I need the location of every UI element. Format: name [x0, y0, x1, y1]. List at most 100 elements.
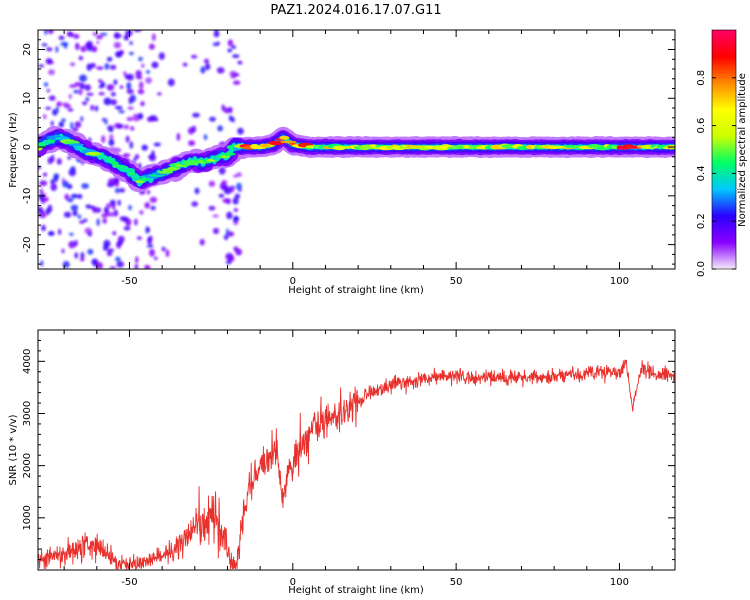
noise-blob: [48, 69, 55, 76]
noise-blob: [109, 134, 114, 140]
noise-blob: [73, 89, 80, 94]
noise-blob: [108, 138, 115, 147]
noise-blob: [46, 47, 53, 52]
noise-blob: [106, 84, 115, 91]
noise-blob: [126, 82, 132, 90]
snr-frame: [37, 329, 676, 571]
noise-blob: [80, 45, 87, 53]
noise-blob: [98, 92, 105, 96]
spectrogram-x-tick-label: 0: [290, 276, 296, 287]
noise-blob: [74, 121, 82, 128]
noise-blob: [42, 114, 47, 120]
noise-blob: [106, 56, 113, 62]
noise-blob: [125, 218, 132, 227]
noise-blob: [110, 99, 117, 106]
noise-blob: [61, 118, 66, 123]
noise-blob: [85, 42, 92, 48]
noise-blob: [38, 64, 45, 68]
snr-x-axis-label: Height of straight line (km): [288, 585, 424, 596]
noise-blob: [128, 97, 134, 102]
noise-blob: [119, 85, 124, 89]
snr-axes: -50 0 50 100 1000 2000 3000 4000: [22, 329, 675, 588]
noise-blob: [104, 63, 110, 70]
noise-blob: [114, 31, 119, 40]
noise-blob: [86, 92, 94, 96]
noise-blob: [123, 124, 129, 130]
noise-blob: [85, 204, 92, 209]
noise-blob: [138, 81, 144, 89]
noise-blob: [231, 45, 236, 49]
noise-blob: [56, 158, 62, 165]
noise-blob: [70, 121, 74, 130]
noise-blob: [194, 187, 200, 195]
noise-blob: [92, 32, 98, 36]
noise-blob: [79, 74, 87, 82]
noise-blob: [90, 104, 95, 111]
noise-blob: [137, 88, 145, 95]
noise-blob: [236, 182, 242, 191]
noise-blob: [48, 30, 54, 35]
spectrogram-axes: -50 0 50 100 -20 -10 0 10 20: [22, 29, 675, 287]
noise-blob: [77, 214, 82, 219]
colorbar-tick-label: 0.8: [696, 70, 707, 86]
ridge-peak: [128, 172, 135, 176]
ridge-peak: [47, 139, 55, 143]
colorbar-tick-label: 0.6: [696, 118, 707, 134]
noise-blob: [204, 63, 211, 71]
noise-blob: [124, 74, 131, 79]
noise-blob: [208, 180, 216, 187]
noise-blob: [39, 180, 48, 187]
noise-blob: [72, 210, 78, 217]
spectrogram-x-tick-label: 100: [610, 276, 629, 287]
noise-blob: [229, 106, 233, 114]
noise-blob: [128, 204, 132, 211]
colorbar-tick-label: 0.2: [696, 213, 707, 229]
noise-blob: [105, 203, 112, 209]
noise-blob: [55, 46, 59, 53]
noise-blob: [74, 252, 79, 259]
noise-blob: [56, 101, 62, 107]
noise-blob: [153, 256, 158, 260]
snr-y-tick-label: 3000: [22, 401, 33, 426]
noise-blob: [125, 135, 130, 143]
noise-blob: [123, 71, 127, 76]
snr-x-tick-label: 0: [290, 577, 296, 588]
noise-blob: [87, 231, 93, 237]
noise-blob: [176, 132, 181, 141]
noise-blob: [165, 249, 170, 258]
spectrogram-y-tick-label: 10: [22, 92, 33, 105]
noise-blob: [85, 97, 90, 102]
noise-blob: [191, 201, 199, 207]
noise-blob: [117, 123, 124, 129]
spectrogram-y-tick-label: -10: [22, 188, 33, 204]
spectrogram-panel: -50 0 50 100 -20 -10 0 10 20 Height of straight …: [8, 29, 676, 296]
noise-blob: [234, 193, 241, 199]
noise-blob: [112, 202, 116, 210]
noise-blob: [133, 30, 142, 33]
spectrogram-x-tick-label: -50: [121, 276, 137, 287]
spectrogram-y-tick-label: -20: [22, 236, 33, 252]
snr-x-tick-label: 100: [610, 577, 629, 588]
noise-blob: [119, 216, 126, 222]
noise-blob: [138, 56, 143, 62]
noise-blob: [117, 199, 121, 206]
noise-blob: [81, 101, 88, 106]
noise-blob: [78, 220, 85, 224]
noise-blob: [78, 89, 83, 96]
noise-blob: [188, 140, 196, 147]
noise-blob: [122, 153, 131, 157]
noise-blob: [151, 33, 156, 41]
noise-blob: [129, 41, 133, 45]
spectrogram-y-tick-label: 20: [22, 43, 33, 56]
noise-blob: [42, 172, 48, 177]
ridge-peak: [130, 175, 141, 179]
snr-line: [38, 359, 675, 570]
noise-blob: [107, 212, 116, 217]
noise-blob: [61, 248, 65, 254]
noise-blob: [44, 30, 48, 35]
noise-blob: [227, 48, 232, 53]
noise-blob: [134, 218, 138, 226]
noise-blob: [64, 193, 70, 201]
noise-blob: [217, 125, 223, 132]
spectrogram-x-axis-label: Height of straight line (km): [288, 285, 424, 296]
